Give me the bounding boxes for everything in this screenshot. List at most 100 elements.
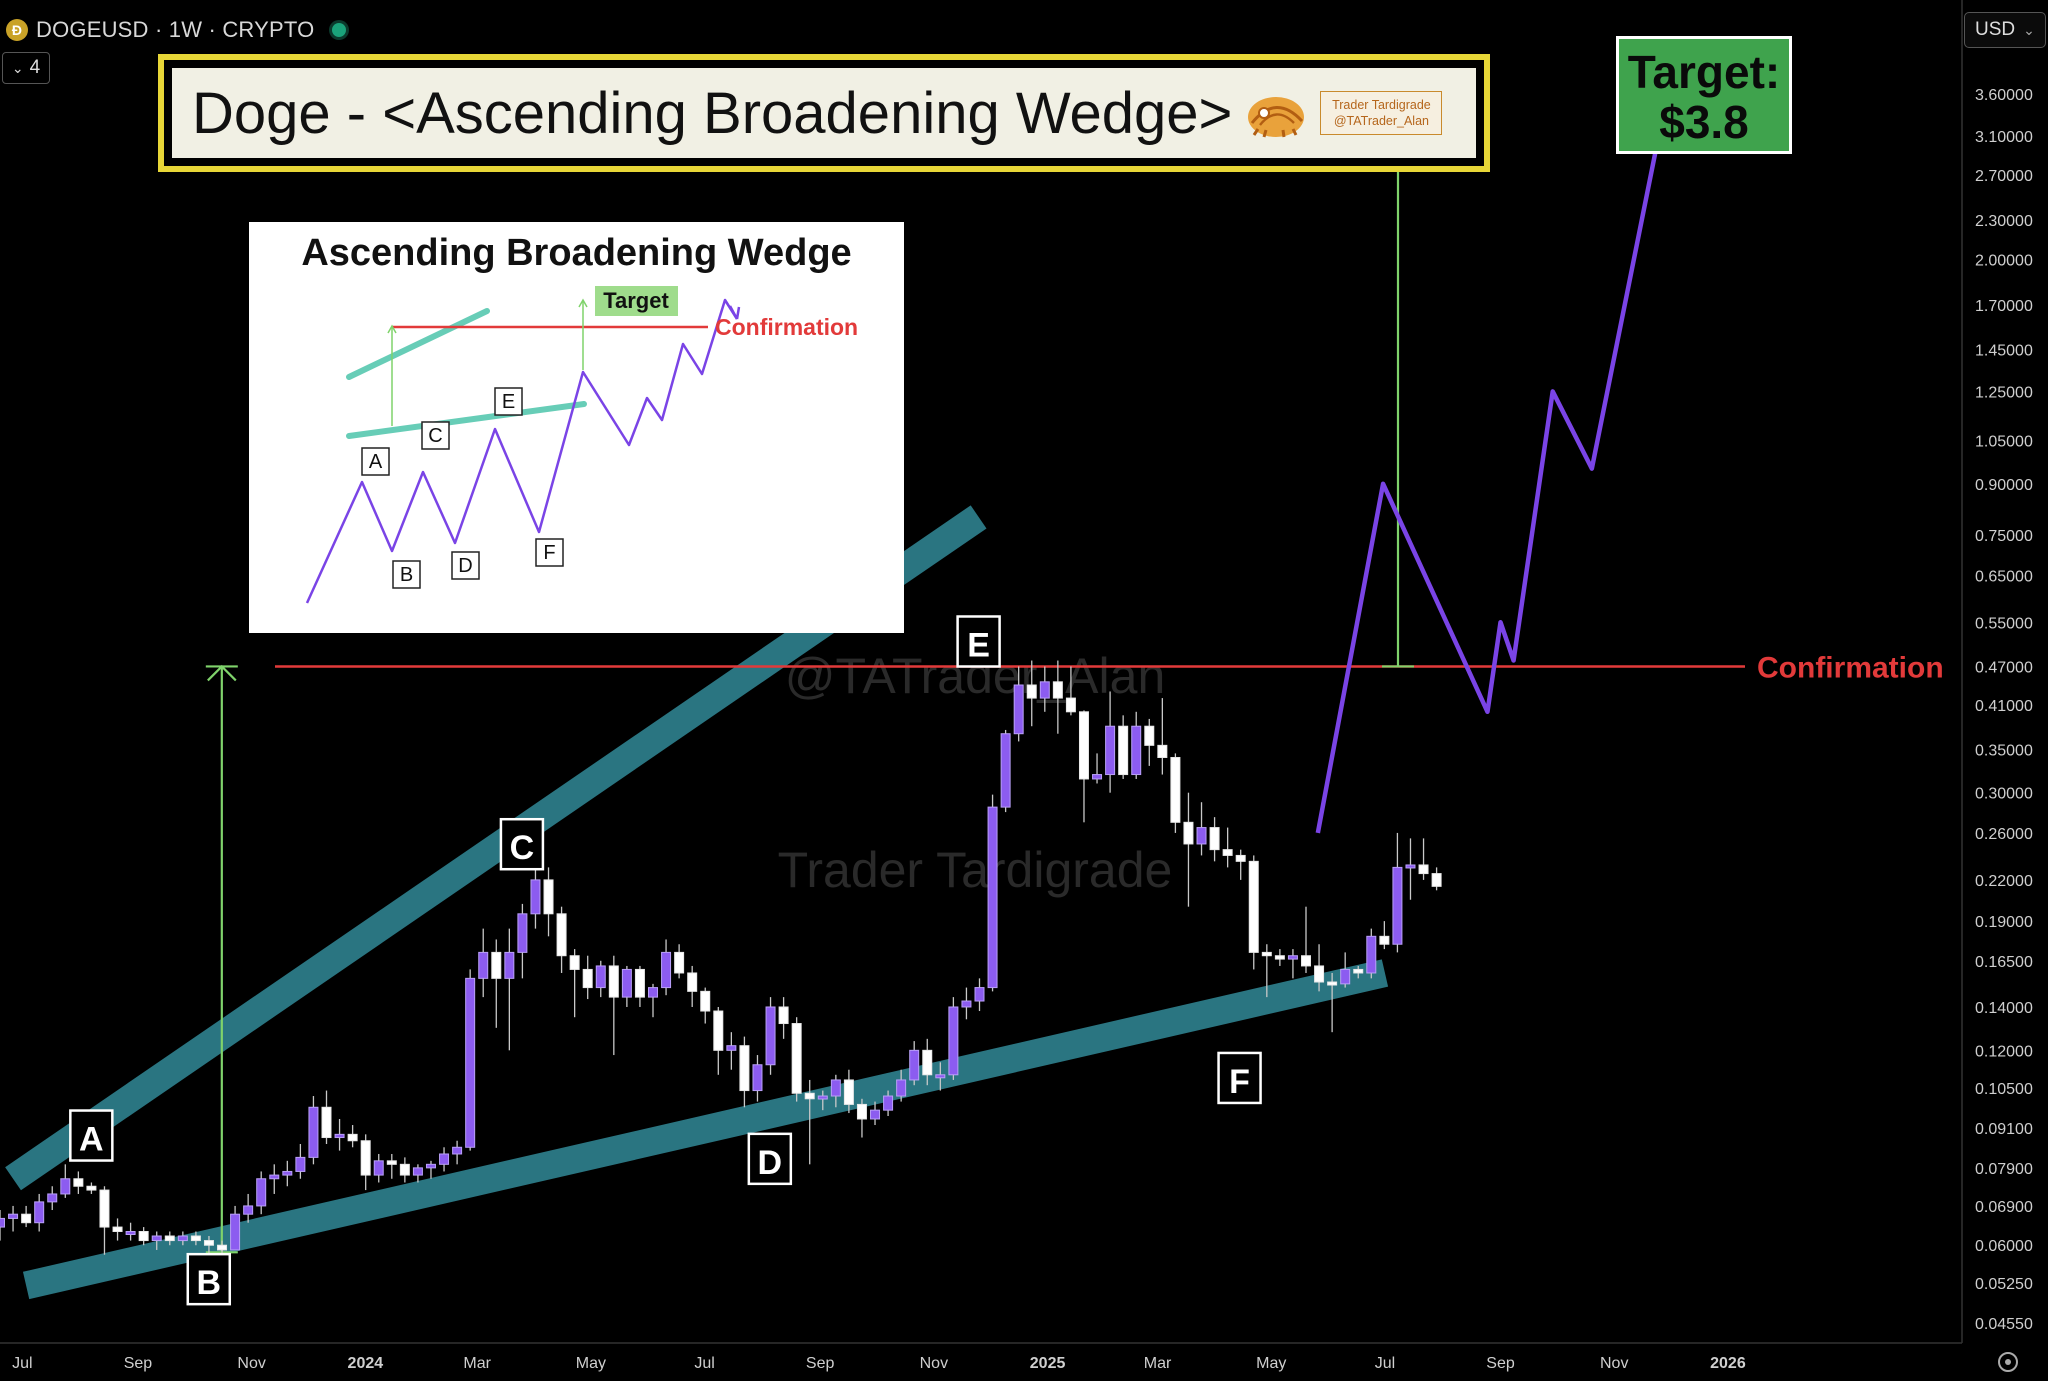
candle[interactable] [1039,666,1050,712]
candle[interactable] [1170,753,1181,833]
candle[interactable] [661,939,672,996]
candle[interactable] [99,1186,110,1255]
candle[interactable] [243,1193,254,1223]
candle[interactable] [674,944,685,979]
candle[interactable] [34,1193,45,1232]
candle[interactable] [112,1218,123,1241]
candle[interactable] [856,1098,867,1138]
candle[interactable] [138,1227,149,1246]
candle[interactable] [1131,711,1142,779]
candle[interactable] [974,978,985,1012]
candle[interactable] [804,1079,815,1165]
candle[interactable] [1078,710,1089,823]
candle[interactable] [151,1231,162,1250]
candle[interactable] [1209,817,1220,862]
candle[interactable] [961,987,972,1020]
candle[interactable] [1118,715,1129,779]
candle[interactable] [556,906,567,973]
candle[interactable] [347,1125,358,1148]
candle[interactable] [386,1153,397,1179]
candle[interactable] [1327,972,1338,1033]
candle[interactable] [530,864,541,929]
candle[interactable] [909,1041,920,1086]
candle[interactable] [582,955,593,1000]
candle[interactable] [125,1222,136,1241]
candle[interactable] [883,1090,894,1117]
candle[interactable] [739,1036,750,1108]
candle[interactable] [190,1231,201,1246]
currency-select[interactable]: USD ⌄ [1964,12,2046,48]
candle[interactable] [217,1240,228,1255]
candle[interactable] [308,1096,319,1165]
candle[interactable] [791,1017,802,1102]
candle[interactable] [987,794,998,992]
candle[interactable] [634,965,645,1007]
candle[interactable] [47,1186,58,1211]
candle[interactable] [817,1090,828,1111]
candle[interactable] [1026,660,1037,727]
candle[interactable] [203,1235,214,1255]
candle[interactable] [295,1143,306,1179]
candle[interactable] [478,928,489,998]
candle[interactable] [713,1006,724,1075]
candle[interactable] [1405,838,1416,900]
candle[interactable] [60,1164,71,1198]
candle[interactable] [1340,952,1351,988]
candle[interactable] [1157,698,1168,775]
candle[interactable] [1144,718,1155,766]
settings-gear-icon[interactable] [1998,1352,2018,1372]
candle[interactable] [608,955,619,1056]
candle[interactable] [1314,944,1325,992]
candle[interactable] [870,1101,881,1126]
candle[interactable] [543,867,554,937]
candle[interactable] [1261,944,1272,998]
candle[interactable] [177,1231,188,1246]
candle[interactable] [0,1210,5,1241]
candle[interactable] [1183,792,1194,907]
candle[interactable] [1105,691,1116,793]
candle[interactable] [334,1118,345,1151]
candle[interactable] [1235,849,1246,880]
candle[interactable] [687,965,698,1007]
candle[interactable] [1013,666,1024,742]
candle[interactable] [1222,827,1233,868]
candle[interactable] [1392,832,1403,953]
candle[interactable] [896,1069,907,1102]
candle[interactable] [8,1205,19,1232]
candle[interactable] [360,1134,371,1191]
candle[interactable] [648,983,658,1018]
candle[interactable] [595,960,606,998]
candle[interactable] [1065,666,1076,716]
candle[interactable] [778,997,789,1039]
symbol-header[interactable]: Ð DOGEUSD · 1W · CRYPTO [6,14,347,46]
candle[interactable] [621,965,632,1007]
candle[interactable] [282,1160,293,1187]
candle[interactable] [1052,660,1063,734]
candle[interactable] [517,903,528,979]
candle[interactable] [256,1171,267,1215]
candle[interactable] [843,1069,854,1114]
candle[interactable] [373,1153,384,1183]
candle[interactable] [935,1062,946,1091]
candle[interactable] [425,1160,436,1179]
candle[interactable] [1196,802,1207,856]
candle[interactable] [504,928,515,1051]
candle[interactable] [412,1164,423,1183]
candle[interactable] [230,1205,241,1251]
candle[interactable] [321,1090,332,1144]
candle[interactable] [1431,867,1442,891]
candle[interactable] [765,997,776,1075]
candle[interactable] [948,997,959,1080]
candle[interactable] [1301,906,1311,973]
candle[interactable] [86,1182,97,1194]
candle[interactable] [830,1074,841,1108]
candle[interactable] [1353,965,1364,979]
candle[interactable] [1092,753,1103,784]
candle[interactable] [1287,949,1298,979]
candle[interactable] [752,1055,763,1102]
candle[interactable] [21,1205,32,1228]
candle[interactable] [269,1164,280,1194]
candle[interactable] [1248,855,1259,970]
